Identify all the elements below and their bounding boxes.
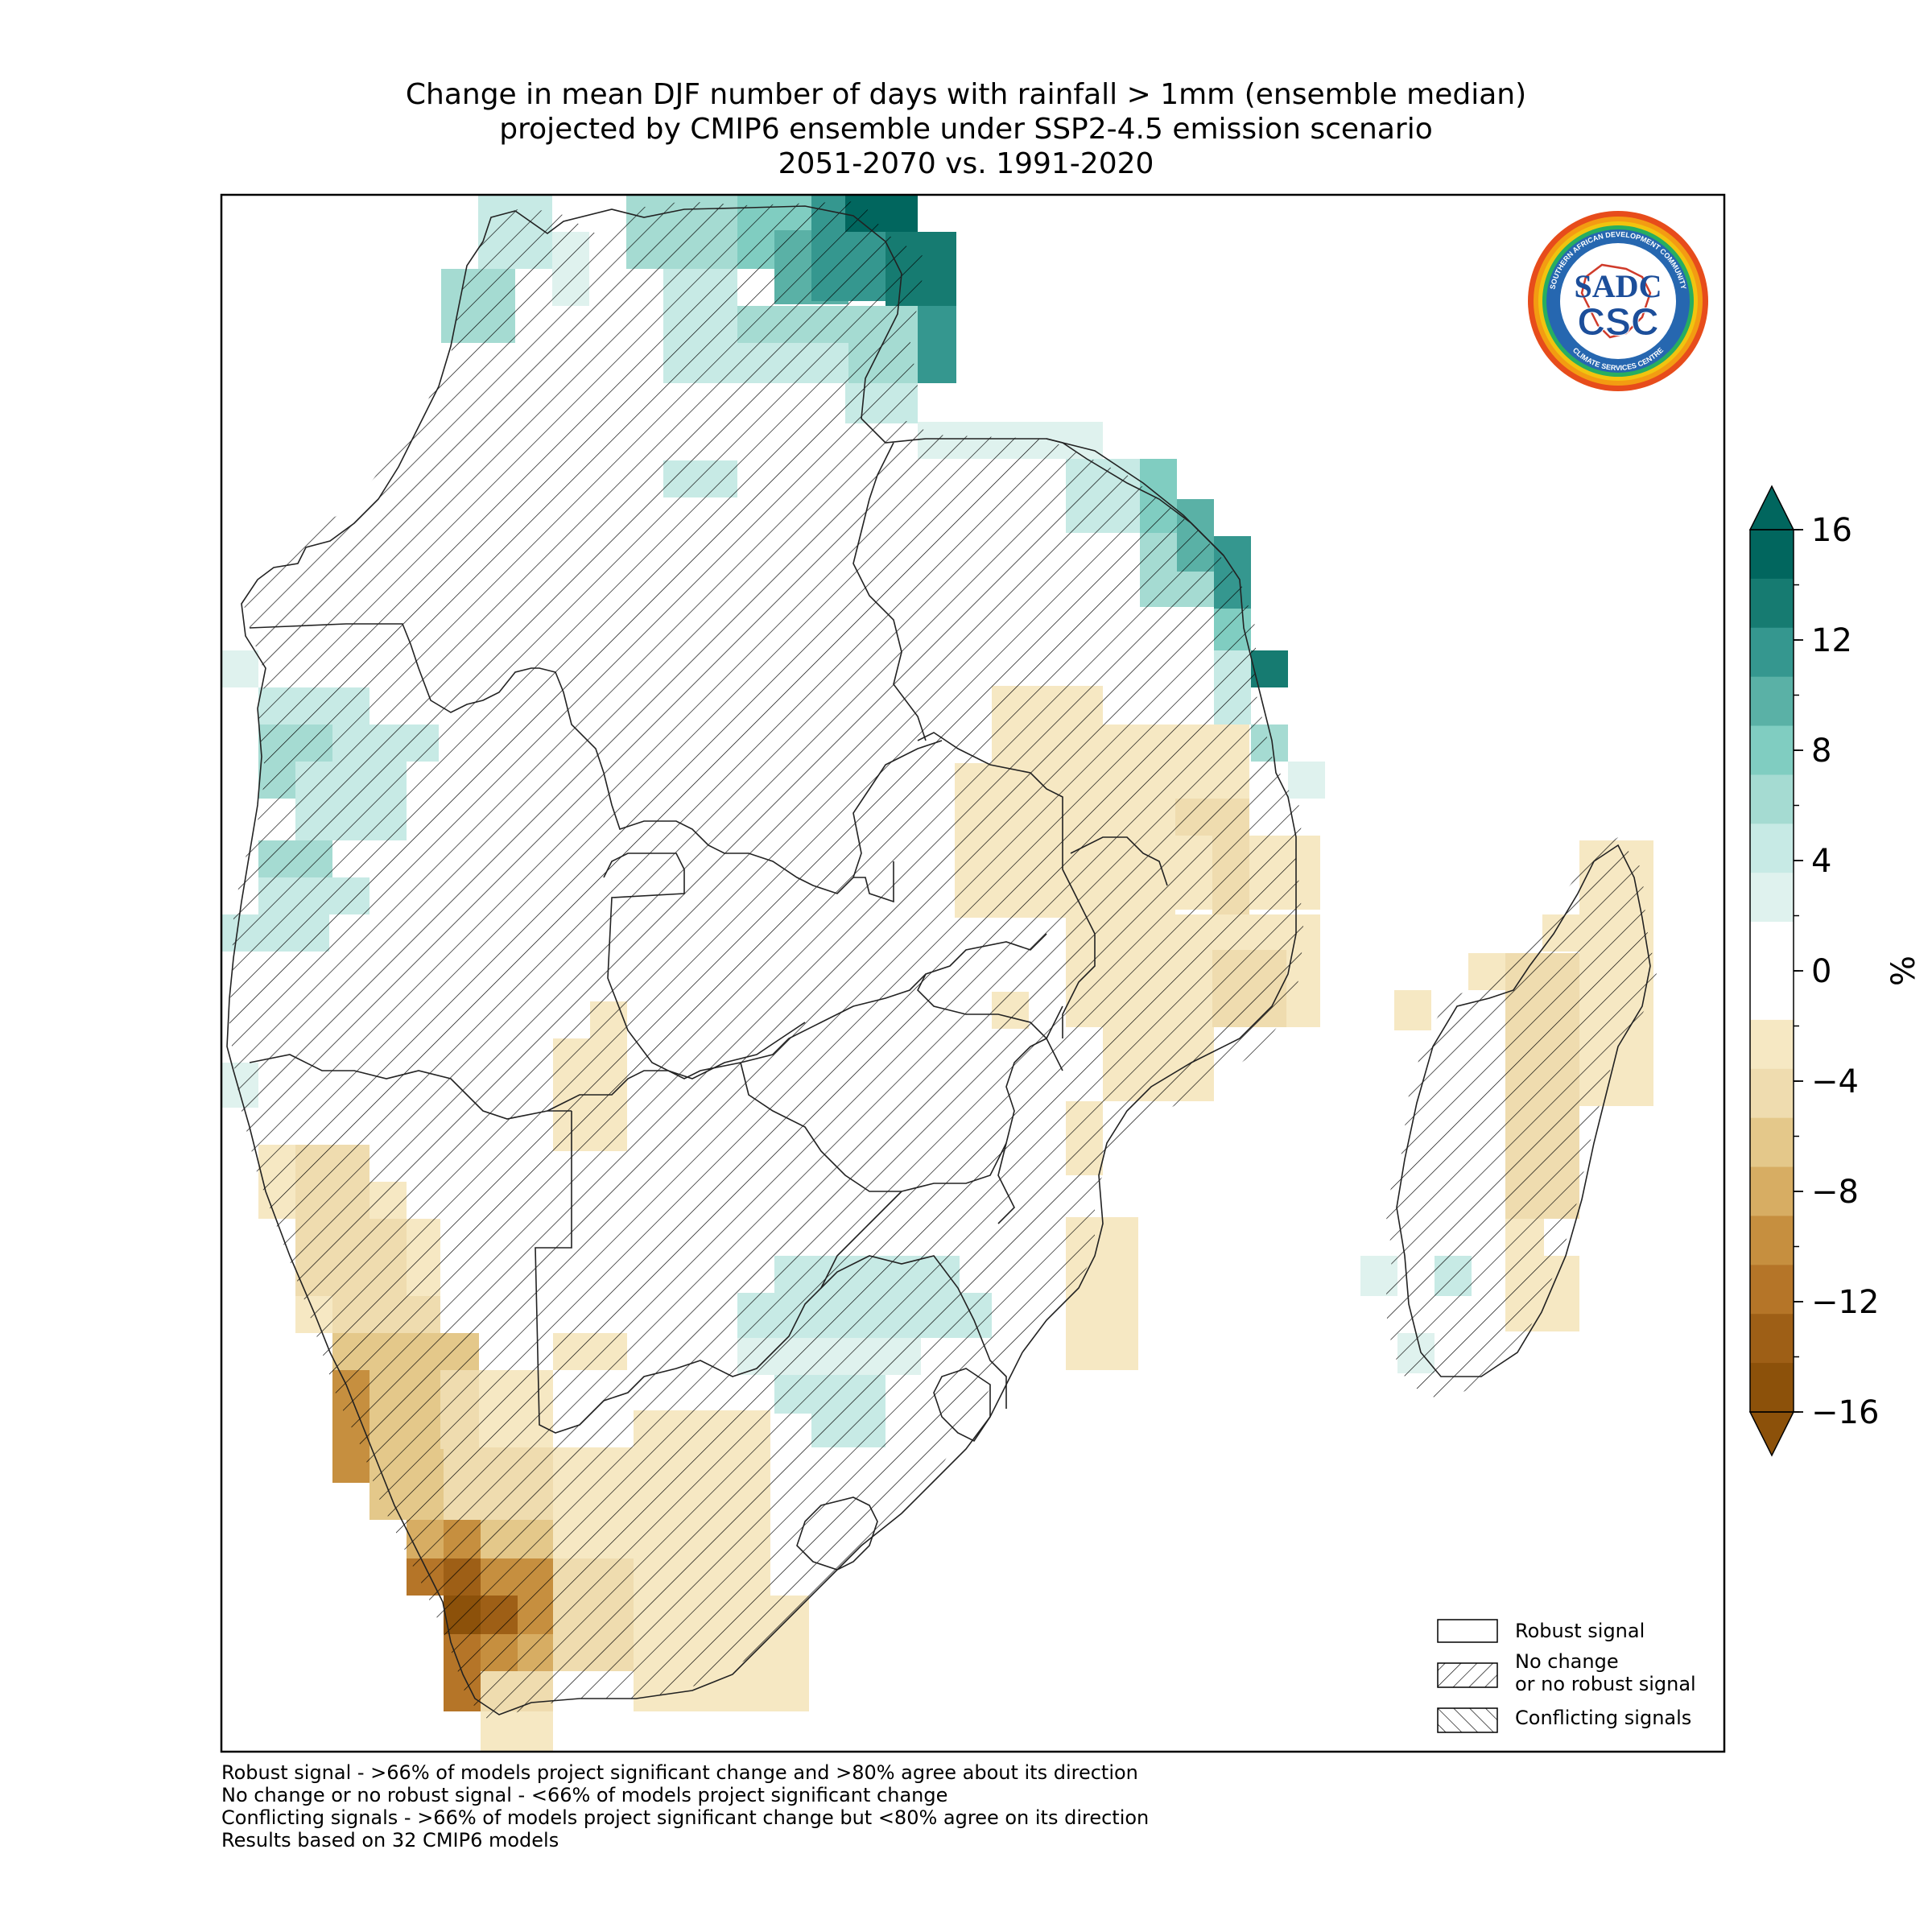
title-line-2: projected by CMIP6 ensemble under SSP2-4… bbox=[499, 113, 1433, 146]
legend-label-nochange-1: No change bbox=[1515, 1650, 1619, 1673]
colorbar-tick-label: 0 bbox=[1811, 953, 1831, 990]
colorbar-segment bbox=[1750, 627, 1794, 678]
colorbar-ticks: 16 12 8 4 0 −4 −8 −12 −16 bbox=[1794, 512, 1879, 1431]
sadc-csc-logo: SADC CSC SOUTHERN AFRICAN DEVELOPMENT CO… bbox=[1528, 211, 1708, 391]
footnote-robust: Robust signal - >66% of models project s… bbox=[221, 1761, 1138, 1784]
colorbar-segment bbox=[1750, 1019, 1794, 1070]
legend-swatch-robust bbox=[1437, 1619, 1498, 1643]
africa-hatch bbox=[229, 201, 1304, 1723]
footnote-models: Results based on 32 CMIP6 models bbox=[221, 1829, 559, 1852]
madagascar-hatch bbox=[1385, 837, 1658, 1401]
grid-cell bbox=[1251, 650, 1288, 687]
colorbar-segment bbox=[1750, 873, 1794, 923]
country-border bbox=[249, 1054, 572, 1120]
country-border bbox=[547, 1022, 806, 1112]
legend-label-nochange-2: or no robust signal bbox=[1515, 1673, 1696, 1695]
colorbar-tick-label: 12 bbox=[1811, 622, 1852, 659]
colorbar-segment bbox=[1750, 1363, 1794, 1413]
legend-swatch-nochange bbox=[1437, 1662, 1498, 1688]
logo-mark-bottom: CSC bbox=[1577, 301, 1658, 344]
colorbar-segment bbox=[1750, 1117, 1794, 1168]
colorbar-unit-label: % bbox=[1885, 956, 1922, 986]
colorbar-tick-label: 8 bbox=[1811, 733, 1831, 770]
country-border bbox=[933, 1368, 991, 1443]
legend-swatch-conflicting bbox=[1437, 1707, 1498, 1733]
map-panel bbox=[221, 195, 1658, 1752]
map-frame bbox=[220, 193, 1726, 1753]
country-border bbox=[1046, 438, 1224, 556]
country-border bbox=[917, 732, 1096, 1038]
colorbar-tick-label: −4 bbox=[1811, 1063, 1859, 1100]
grid-cell bbox=[918, 306, 956, 383]
colorbar-segment bbox=[1750, 922, 1794, 972]
colorbar-segment bbox=[1750, 1265, 1794, 1315]
country-border bbox=[535, 1111, 1007, 1434]
colorbar-segments bbox=[1750, 530, 1794, 1413]
colorbar-segment bbox=[1750, 1068, 1794, 1119]
colorbar-tick-label: 16 bbox=[1811, 512, 1852, 549]
hatch-legend: Robust signal No change or no robust sig… bbox=[1437, 1619, 1696, 1733]
madagascar-coast bbox=[1396, 844, 1651, 1377]
colorbar-tick-label: −12 bbox=[1811, 1284, 1879, 1321]
colorbar-tick-label: −8 bbox=[1811, 1174, 1859, 1211]
footnotes: Robust signal - >66% of models project s… bbox=[221, 1761, 1149, 1852]
country-border bbox=[740, 1062, 1007, 1192]
legend-label-robust: Robust signal bbox=[1515, 1620, 1645, 1642]
africa-coastline bbox=[226, 205, 1297, 1715]
grid-cell bbox=[1394, 990, 1431, 1030]
legend-label-conflicting: Conflicting signals bbox=[1515, 1707, 1691, 1729]
colorbar-tick-label: 4 bbox=[1811, 843, 1831, 880]
colorbar-min-extend bbox=[1748, 1411, 1795, 1457]
colorbar-segment bbox=[1750, 725, 1794, 775]
grid-cell bbox=[1288, 762, 1325, 799]
footnote-conflicting: Conflicting signals - >66% of models pro… bbox=[221, 1806, 1150, 1829]
colorbar: 16 12 8 4 0 −4 −8 −12 −16 % bbox=[1748, 485, 1922, 1457]
colorbar-segment bbox=[1750, 774, 1794, 824]
colorbar-segment bbox=[1750, 1314, 1794, 1364]
colorbar-segment bbox=[1750, 530, 1794, 580]
colorbar-segment bbox=[1750, 824, 1794, 873]
country-border bbox=[917, 973, 1063, 1071]
footnote-nochange: No change or no robust signal - <66% of … bbox=[221, 1784, 948, 1806]
colorbar-segment bbox=[1750, 971, 1794, 1021]
country-border bbox=[997, 1005, 1063, 1224]
colorbar-segment bbox=[1750, 1216, 1794, 1265]
logo-mark-top: SADC bbox=[1575, 268, 1662, 304]
country-border bbox=[249, 623, 943, 894]
country-border bbox=[1070, 836, 1168, 886]
colorbar-segment bbox=[1750, 1166, 1794, 1216]
colorbar-segment bbox=[1750, 676, 1794, 727]
colorbar-tick-label: −16 bbox=[1811, 1394, 1879, 1431]
country-border bbox=[796, 1496, 878, 1571]
country-border bbox=[852, 442, 927, 741]
grid-cell bbox=[221, 650, 258, 687]
colorbar-segment bbox=[1750, 578, 1794, 629]
colorbar-max-extend bbox=[1748, 485, 1795, 530]
country-border bbox=[820, 1191, 902, 1289]
borders bbox=[226, 205, 1651, 1715]
title-line-1: Change in mean DJF number of days with r… bbox=[405, 78, 1527, 111]
title-line-3: 2051-2070 vs. 1991-2020 bbox=[778, 147, 1154, 180]
country-border bbox=[853, 861, 894, 903]
map-title: Change in mean DJF number of days with r… bbox=[0, 77, 1932, 181]
